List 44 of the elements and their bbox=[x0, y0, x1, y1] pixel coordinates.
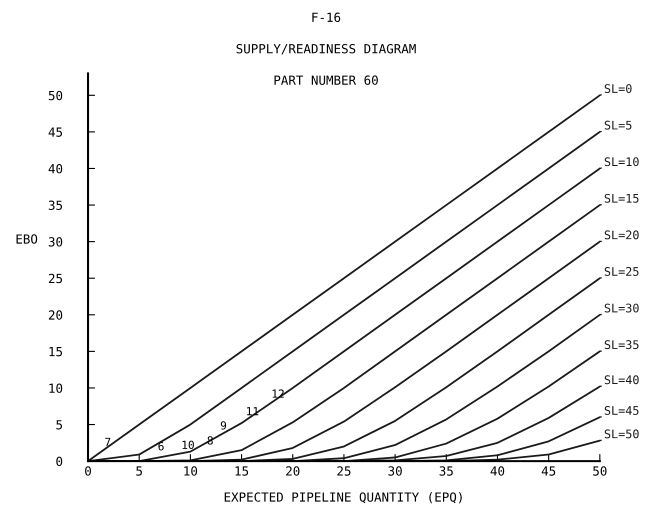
annotation: 6 bbox=[158, 442, 164, 450]
y-tick-label: 50 bbox=[48, 90, 62, 100]
x-tick-label: 25 bbox=[337, 466, 350, 476]
annotation: PART NUMBER 60 bbox=[274, 75, 378, 85]
chart-title: F-16 bbox=[312, 12, 340, 22]
annotation: 12 bbox=[272, 389, 284, 398]
legend-label: SL=35 bbox=[604, 340, 639, 350]
x-tick-label: 45 bbox=[542, 466, 556, 476]
y-tick-label: 5 bbox=[56, 420, 62, 430]
x-tick-label: 5 bbox=[136, 466, 142, 476]
y-tick-label: 40 bbox=[48, 164, 62, 174]
x-tick-label: 15 bbox=[236, 466, 248, 476]
y-tick-label: 30 bbox=[48, 237, 62, 247]
y-tick-label: 25 bbox=[48, 274, 62, 284]
legend-label: SL=45 bbox=[604, 406, 639, 415]
legend-label: SL=15 bbox=[604, 194, 639, 203]
annotation: 9 bbox=[220, 421, 226, 430]
y-tick-label: 15 bbox=[49, 347, 62, 356]
legend-label: SL=40 bbox=[604, 375, 639, 384]
y-axis-title: EBO bbox=[16, 234, 38, 244]
x-tick-label: 10 bbox=[184, 466, 198, 476]
x-tick-label: 35 bbox=[440, 466, 453, 476]
annotation: 11 bbox=[247, 407, 258, 416]
x-axis-title: EXPECTED PIPELINE QUANTITY (EPQ) bbox=[224, 492, 462, 504]
legend-label: SL=10 bbox=[604, 157, 639, 166]
legend-label: SL=25 bbox=[604, 266, 639, 276]
x-tick-label: 30 bbox=[388, 466, 402, 476]
annotation: 10 bbox=[182, 440, 194, 450]
series-label: SL=0 bbox=[604, 84, 632, 94]
chart-subtitle: SUPPLY/READINESS DIAGRAM bbox=[236, 44, 416, 54]
y-tick-label: 0 bbox=[56, 456, 62, 466]
y-tick-label: 35 bbox=[48, 200, 62, 210]
legend-label: SL=30 bbox=[604, 304, 639, 313]
x-tick-label: 40 bbox=[490, 466, 504, 476]
series-label: SL=5 bbox=[604, 120, 632, 130]
y-tick-label: 45 bbox=[48, 128, 62, 137]
x-tick-label: 20 bbox=[286, 466, 300, 476]
x-tick-label: 0 bbox=[85, 466, 91, 476]
legend-label: SL=20 bbox=[604, 230, 639, 240]
legend-label: SL=50 bbox=[604, 429, 639, 438]
y-tick-label: 10 bbox=[49, 383, 62, 393]
y-tick-label: 20 bbox=[48, 310, 62, 320]
annotation: 7 bbox=[105, 438, 110, 446]
x-tick-label: 50 bbox=[593, 466, 607, 476]
